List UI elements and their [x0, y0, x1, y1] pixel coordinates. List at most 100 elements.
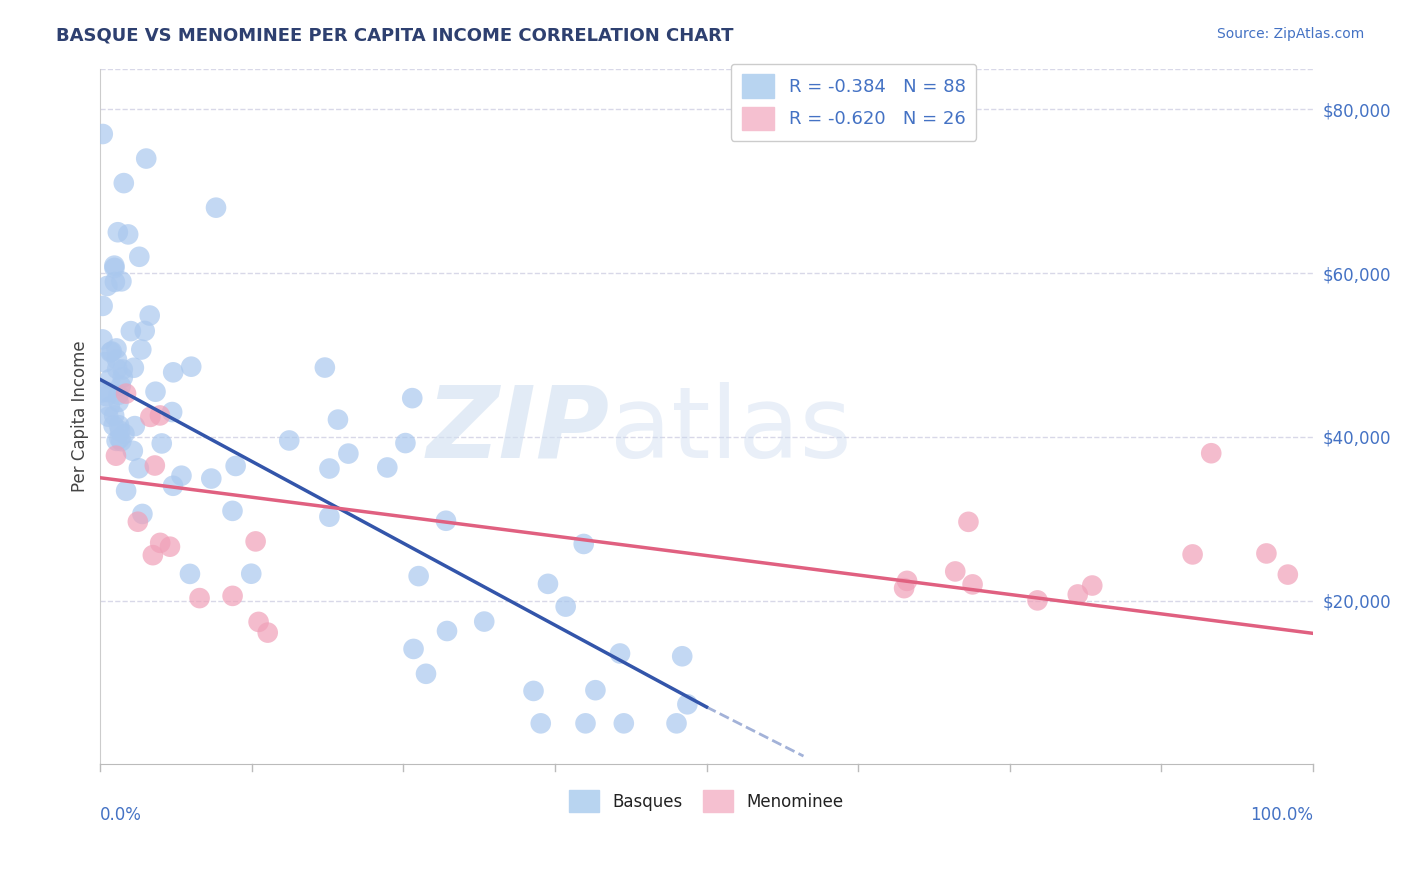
Point	[96, 279, 118, 293]
Point	[120, 324, 142, 338]
Point	[408, 569, 430, 583]
Point	[135, 152, 157, 166]
Point	[896, 574, 918, 588]
Point	[170, 468, 193, 483]
Point	[188, 591, 211, 606]
Point	[221, 589, 243, 603]
Point	[97, 385, 120, 400]
Point	[394, 436, 416, 450]
Point	[124, 419, 146, 434]
Point	[436, 624, 458, 638]
Point	[314, 360, 336, 375]
Point	[572, 537, 595, 551]
Point	[143, 458, 166, 473]
Point	[98, 400, 121, 414]
Point	[957, 515, 980, 529]
Point	[131, 507, 153, 521]
Point	[1199, 446, 1222, 460]
Point	[122, 360, 145, 375]
Text: 100.0%: 100.0%	[1250, 806, 1313, 824]
Point	[105, 342, 128, 356]
Point	[128, 250, 150, 264]
Point	[665, 716, 688, 731]
Point	[162, 365, 184, 379]
Point	[522, 684, 544, 698]
Point	[107, 225, 129, 239]
Point	[104, 275, 127, 289]
Point	[108, 432, 131, 446]
Point	[434, 514, 457, 528]
Point	[110, 434, 132, 449]
Point	[110, 274, 132, 288]
Point	[613, 716, 636, 731]
Point	[609, 647, 631, 661]
Point	[943, 565, 966, 579]
Point	[108, 418, 131, 433]
Point	[97, 409, 120, 424]
Point	[221, 504, 243, 518]
Point	[676, 698, 699, 712]
Point	[160, 405, 183, 419]
Point	[108, 424, 131, 438]
Point	[127, 515, 149, 529]
Point	[128, 461, 150, 475]
Point	[537, 577, 560, 591]
Point	[90, 385, 112, 400]
Point	[1026, 593, 1049, 607]
Point	[105, 434, 128, 448]
Point	[162, 479, 184, 493]
Point	[115, 483, 138, 498]
Legend: Basques, Menominee: Basques, Menominee	[562, 784, 851, 819]
Point	[110, 379, 132, 393]
Point	[107, 395, 129, 409]
Text: Source: ZipAtlas.com: Source: ZipAtlas.com	[1216, 27, 1364, 41]
Point	[318, 461, 340, 475]
Point	[100, 344, 122, 359]
Point	[91, 333, 114, 347]
Point	[107, 388, 129, 402]
Point	[671, 649, 693, 664]
Point	[1081, 578, 1104, 592]
Point	[200, 472, 222, 486]
Point	[93, 355, 115, 369]
Point	[574, 716, 596, 731]
Point	[318, 509, 340, 524]
Point	[402, 642, 425, 657]
Point	[245, 534, 267, 549]
Point	[149, 536, 172, 550]
Text: atlas: atlas	[610, 382, 851, 479]
Point	[131, 343, 153, 357]
Point	[111, 362, 134, 376]
Point	[554, 599, 576, 614]
Point	[103, 409, 125, 423]
Point	[105, 362, 128, 376]
Point	[225, 458, 247, 473]
Point	[103, 418, 125, 433]
Y-axis label: Per Capita Income: Per Capita Income	[72, 341, 89, 492]
Point	[247, 615, 270, 629]
Point	[91, 127, 114, 141]
Point	[138, 309, 160, 323]
Point	[150, 436, 173, 450]
Text: ZIP: ZIP	[426, 382, 610, 479]
Point	[415, 666, 437, 681]
Point	[256, 625, 278, 640]
Text: BASQUE VS MENOMINEE PER CAPITA INCOME CORRELATION CHART: BASQUE VS MENOMINEE PER CAPITA INCOME CO…	[56, 27, 734, 45]
Point	[104, 449, 127, 463]
Point	[115, 386, 138, 401]
Point	[375, 460, 398, 475]
Point	[142, 548, 165, 562]
Point	[105, 352, 128, 367]
Point	[103, 259, 125, 273]
Point	[472, 615, 495, 629]
Point	[159, 540, 181, 554]
Point	[583, 683, 606, 698]
Point	[337, 447, 360, 461]
Point	[103, 260, 125, 275]
Point	[962, 577, 984, 591]
Point	[96, 389, 118, 403]
Point	[180, 359, 202, 374]
Point	[145, 384, 167, 399]
Point	[91, 299, 114, 313]
Point	[240, 566, 263, 581]
